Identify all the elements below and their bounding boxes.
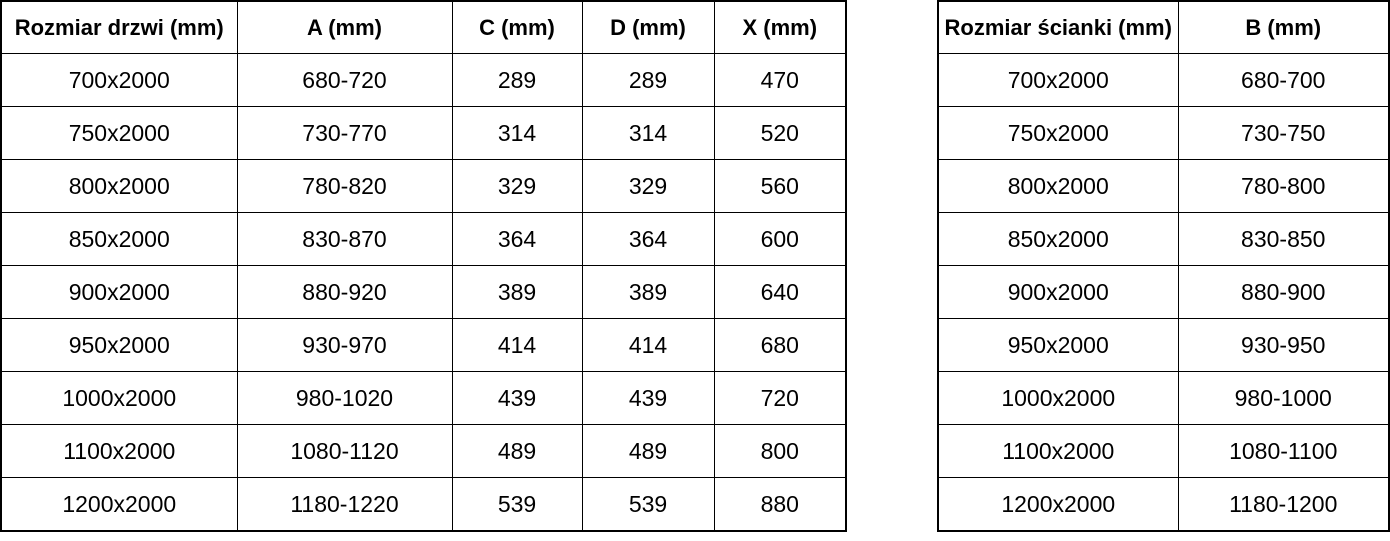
table-cell: 470 — [713, 53, 847, 107]
table-cell: 680-700 — [1177, 53, 1390, 107]
table-cell: 600 — [713, 212, 847, 266]
table-cell: 539 — [451, 477, 583, 532]
table-cell: 730-750 — [1177, 106, 1390, 160]
table-cell: 680-720 — [236, 53, 453, 107]
table-cell: 730-770 — [236, 106, 453, 160]
table-cell: 414 — [451, 318, 583, 372]
table-cell: 314 — [451, 106, 583, 160]
table-cell: 1180-1220 — [236, 477, 453, 532]
table-cell: 1200x2000 — [937, 477, 1179, 532]
table-cell: 1180-1200 — [1177, 477, 1390, 532]
table-row: 1100x2000 1080-1120 489 489 800 — [0, 424, 847, 478]
table-cell: 680 — [713, 318, 847, 372]
table-cell: 800 — [713, 424, 847, 478]
table-cell: 1100x2000 — [0, 424, 238, 478]
column-header: Rozmiar drzwi (mm) — [0, 0, 238, 54]
table-cell: 389 — [581, 265, 715, 319]
table-cell: 520 — [713, 106, 847, 160]
table-cell: 800x2000 — [937, 159, 1179, 213]
table-cell: 900x2000 — [0, 265, 238, 319]
table-cell: 364 — [451, 212, 583, 266]
table-cell: 439 — [581, 371, 715, 425]
table-row: 850x2000 830-850 — [937, 212, 1390, 266]
column-header: Rozmiar ścianki (mm) — [937, 0, 1179, 54]
table-cell: 414 — [581, 318, 715, 372]
table-cell: 900x2000 — [937, 265, 1179, 319]
table-cell: 539 — [581, 477, 715, 532]
table-cell: 700x2000 — [0, 53, 238, 107]
table-row: 1200x2000 1180-1200 — [937, 477, 1390, 532]
doors-dimensions-table: Rozmiar drzwi (mm) A (mm) C (mm) D (mm) X (m… — [0, 0, 847, 532]
header-row: Rozmiar drzwi (mm) A (mm) C (mm) D (mm) X (m… — [0, 0, 847, 54]
table-row: 900x2000 880-900 — [937, 265, 1390, 319]
table-cell: 1080-1120 — [236, 424, 453, 478]
table-cell: 830-870 — [236, 212, 453, 266]
table-cell: 780-800 — [1177, 159, 1390, 213]
table-cell: 329 — [451, 159, 583, 213]
column-header: B (mm) — [1177, 0, 1390, 54]
table-cell: 289 — [451, 53, 583, 107]
table-row: 1000x2000 980-1000 — [937, 371, 1390, 425]
table-cell: 364 — [581, 212, 715, 266]
table-cell: 880-920 — [236, 265, 453, 319]
table-cell: 439 — [451, 371, 583, 425]
table-cell: 1200x2000 — [0, 477, 238, 532]
table-cell: 1100x2000 — [937, 424, 1179, 478]
table-cell: 930-970 — [236, 318, 453, 372]
table-cell: 314 — [581, 106, 715, 160]
table-cell: 880 — [713, 477, 847, 532]
table-row: 1200x2000 1180-1220 539 539 880 — [0, 477, 847, 532]
table-cell: 700x2000 — [937, 53, 1179, 107]
table-cell: 489 — [451, 424, 583, 478]
table-row: 1000x2000 980-1020 439 439 720 — [0, 371, 847, 425]
walls-dimensions-table: Rozmiar ścianki (mm) B (mm) 700x2000 680-70… — [937, 0, 1390, 532]
table-row: 800x2000 780-800 — [937, 159, 1390, 213]
table-cell: 489 — [581, 424, 715, 478]
table-cell: 750x2000 — [0, 106, 238, 160]
table-cell: 1000x2000 — [0, 371, 238, 425]
table-cell: 289 — [581, 53, 715, 107]
table-row: 950x2000 930-970 414 414 680 — [0, 318, 847, 372]
table-row: 700x2000 680-720 289 289 470 — [0, 53, 847, 107]
table-cell: 329 — [581, 159, 715, 213]
table-cell: 780-820 — [236, 159, 453, 213]
table-row: 1100x2000 1080-1100 — [937, 424, 1390, 478]
table-row: 850x2000 830-870 364 364 600 — [0, 212, 847, 266]
table-cell: 950x2000 — [937, 318, 1179, 372]
table-cell: 1000x2000 — [937, 371, 1179, 425]
table-cell: 1080-1100 — [1177, 424, 1390, 478]
table-cell: 560 — [713, 159, 847, 213]
table-cell: 800x2000 — [0, 159, 238, 213]
table-cell: 389 — [451, 265, 583, 319]
table-cell: 950x2000 — [0, 318, 238, 372]
table-row: 700x2000 680-700 — [937, 53, 1390, 107]
table-cell: 830-850 — [1177, 212, 1390, 266]
table-row: 900x2000 880-920 389 389 640 — [0, 265, 847, 319]
header-row: Rozmiar ścianki (mm) B (mm) — [937, 0, 1390, 54]
table-cell: 750x2000 — [937, 106, 1179, 160]
table-cell: 930-950 — [1177, 318, 1390, 372]
table-cell: 980-1000 — [1177, 371, 1390, 425]
table-cell: 880-900 — [1177, 265, 1390, 319]
table-cell: 850x2000 — [0, 212, 238, 266]
column-header: D (mm) — [581, 0, 715, 54]
column-header: C (mm) — [451, 0, 583, 54]
table-cell: 980-1020 — [236, 371, 453, 425]
table-row: 750x2000 730-770 314 314 520 — [0, 106, 847, 160]
table-row: 950x2000 930-950 — [937, 318, 1390, 372]
table-cell: 720 — [713, 371, 847, 425]
column-header: A (mm) — [236, 0, 453, 54]
column-header: X (mm) — [713, 0, 847, 54]
table-row: 750x2000 730-750 — [937, 106, 1390, 160]
table-cell: 850x2000 — [937, 212, 1179, 266]
table-cell: 640 — [713, 265, 847, 319]
table-row: 800x2000 780-820 329 329 560 — [0, 159, 847, 213]
